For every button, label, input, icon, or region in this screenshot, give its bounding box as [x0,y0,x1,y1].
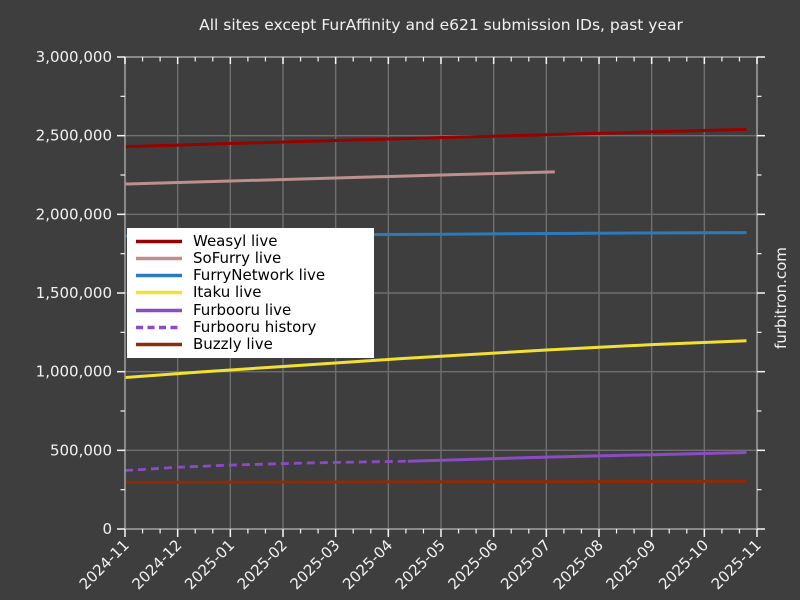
legend-item-itaku-live: Itaku live [136,284,370,301]
legend-item-label: Furbooru live [193,300,292,319]
watermark-text: furbitron.com [772,247,790,349]
legend-box: Weasyl live SoFurry live FurryNetwork live… [127,228,374,358]
legend-item-label: Buzzly live [193,334,273,353]
legend-swatch-line [136,239,182,244]
legend-item-label: FurryNetwork live [193,266,326,285]
legend-item-furrynetwork-live: FurryNetwork live [136,267,370,284]
legend-swatch-line [136,291,182,295]
legend-swatch-line [136,342,182,347]
y-tick-label: 1,500,000 [36,284,112,302]
legend-item-label: Furbooru history [193,317,317,336]
series-line-furbooru-history [124,459,408,472]
legend-item-weasyl-live: Weasyl live [136,233,370,250]
legend-item-label: SoFurry live [193,249,282,268]
series-line-furbooru-live [407,451,747,463]
y-tick-label: 500,000 [50,441,112,459]
legend-item-buzzly-live: Buzzly live [136,336,370,353]
series-line-weasyl-live [124,127,747,149]
chart-title: All sites except FurAffinity and e621 su… [199,16,683,34]
series-line-itaku-live [124,339,747,379]
legend-swatch-line [136,308,182,312]
y-tick-label: 2,500,000 [36,127,112,145]
legend-item-sofurry-live: SoFurry live [136,250,370,267]
legend-item-furbooru-live: Furbooru live [136,302,370,319]
series-layer [124,127,747,484]
y-tick-label: 1,000,000 [36,363,112,381]
legend-swatch-dashed-line [136,325,182,330]
legend-swatch-line [136,274,182,278]
y-tick-label: 0 [102,520,112,538]
legend-item-label: Itaku live [193,283,262,302]
legend-item-label: Weasyl live [193,232,278,251]
legend-swatch-line [136,256,182,261]
axes-layer [117,56,765,537]
y-tick-label: 3,000,000 [36,48,112,66]
series-line-buzzly-live [124,479,747,484]
series-line-sofurry-live [124,170,555,186]
y-tick-label: 2,000,000 [36,205,112,223]
legend-item-furbooru-history: Furbooru history [136,319,370,336]
